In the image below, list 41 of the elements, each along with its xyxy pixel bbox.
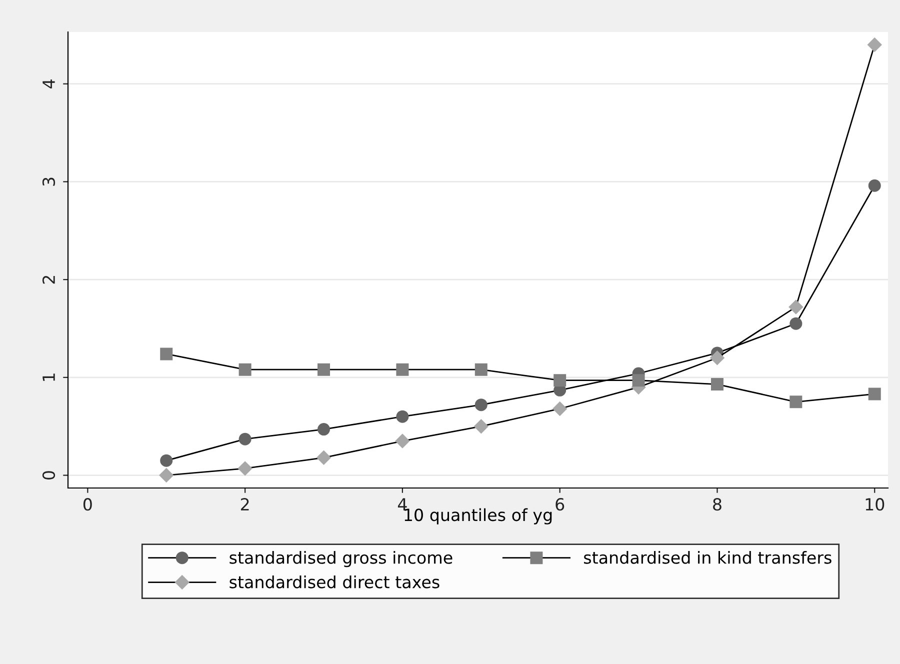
legend-label: standardised gross income: [230, 551, 452, 568]
point: [395, 434, 410, 448]
point: [710, 378, 724, 391]
point: [552, 402, 567, 416]
x-tick-label: 8: [713, 498, 722, 511]
point: [238, 461, 252, 476]
point: [868, 388, 881, 400]
point: [868, 38, 882, 52]
point: [868, 179, 881, 192]
point: [788, 300, 804, 314]
y-tick-label: 1: [42, 374, 55, 381]
point: [632, 374, 645, 387]
point: [474, 363, 488, 376]
point: [160, 348, 173, 360]
point: [396, 410, 409, 423]
y-tick-label: 4: [42, 79, 55, 88]
point: [790, 396, 802, 408]
point: [238, 432, 252, 446]
point: [318, 363, 330, 376]
x-tick-label: 4: [398, 498, 407, 510]
x-tick-label: 0: [83, 498, 92, 511]
point: [159, 468, 174, 482]
legend-label: standardised direct taxes: [230, 575, 440, 588]
y-tick-label: 0: [42, 471, 56, 480]
point: [316, 450, 331, 465]
x-tick-label: 6: [556, 498, 564, 511]
point: [790, 317, 802, 330]
legend-label: standardised in kind transfers: [584, 551, 832, 564]
point: [474, 398, 488, 412]
x-tick-label: 10: [866, 498, 884, 511]
point: [710, 350, 724, 365]
point: [318, 423, 330, 436]
point: [160, 454, 173, 467]
point: [396, 363, 409, 376]
x-axis-title: 10 quantiles of yg: [404, 508, 552, 524]
x-tick-label: 2: [240, 498, 249, 510]
point: [474, 419, 488, 434]
y-tick-label: 3: [42, 178, 56, 186]
point: [554, 374, 566, 387]
y-tick-label: 2: [42, 276, 55, 284]
point: [238, 363, 252, 376]
